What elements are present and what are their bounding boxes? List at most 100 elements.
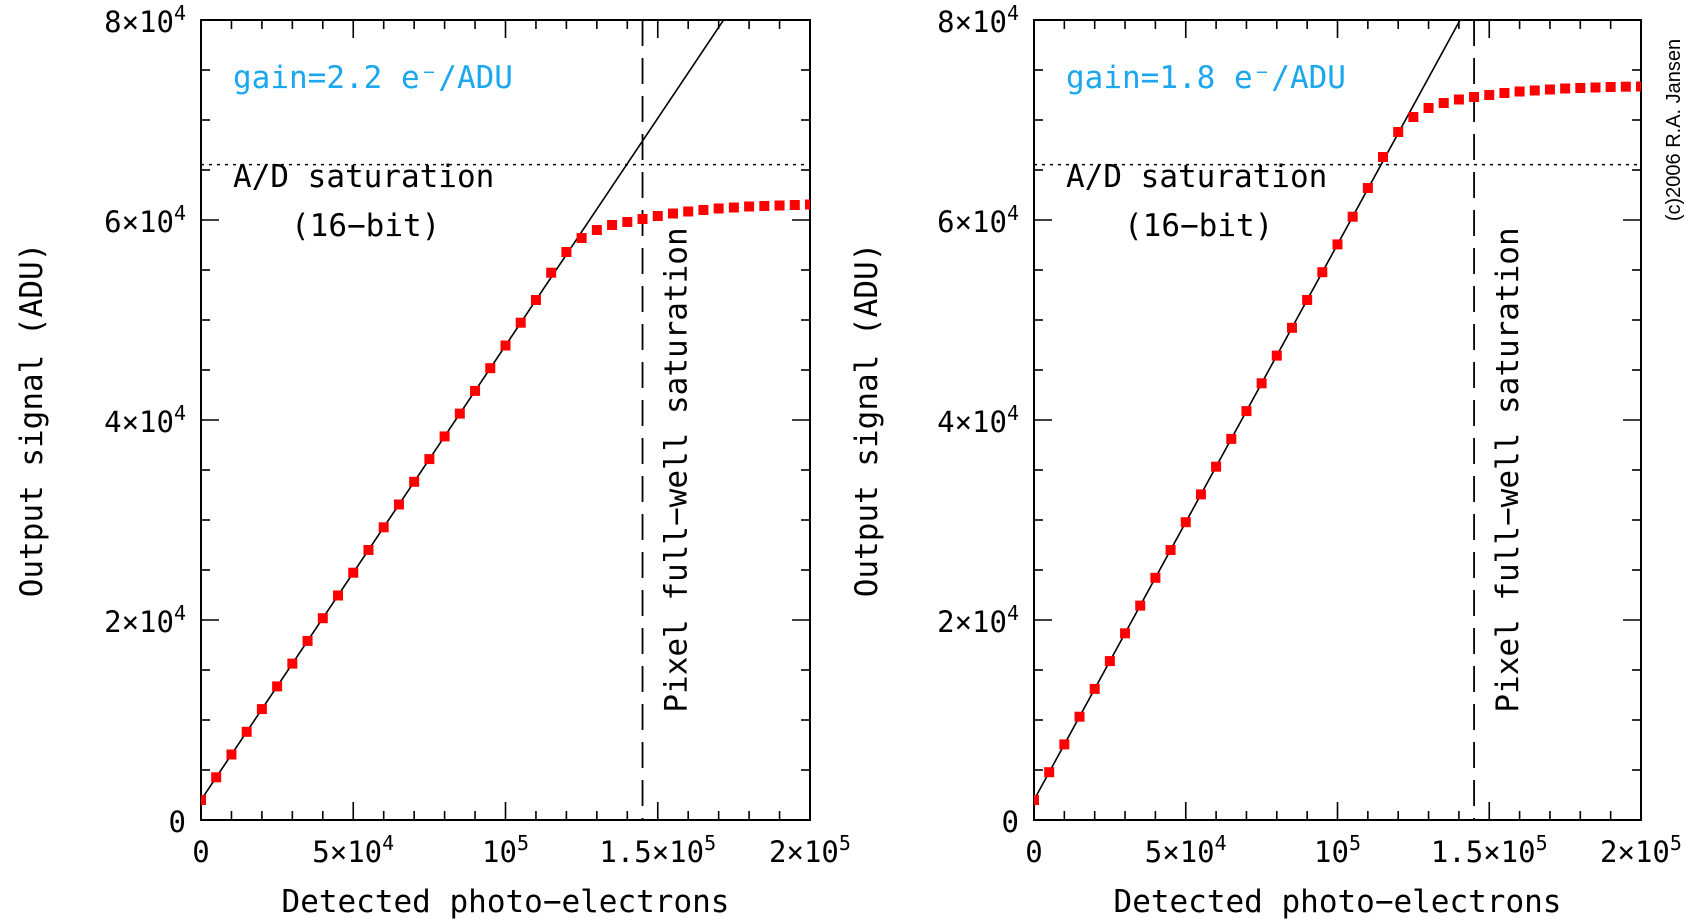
data-point [728,202,739,213]
data-point [363,545,374,555]
y-tick-label: 4×104 [937,401,1019,439]
data-point [1514,86,1525,97]
data-point [317,613,328,624]
data-point [561,247,572,257]
data-point [1211,461,1222,472]
data-point [348,567,359,578]
data-point [226,749,237,760]
data-point [1286,322,1297,333]
data-point [500,340,511,351]
data-point [637,214,648,224]
data-point [1453,94,1464,105]
data-point [1378,152,1389,162]
data-point [1271,350,1282,361]
y-tick-label: 2×104 [104,601,186,639]
data-point [759,201,770,211]
y-tick-label: 4×104 [104,401,186,439]
data-point [1120,628,1131,639]
y-tick-label: 0 [169,805,186,839]
x-tick-label: 0 [1025,835,1042,869]
data-point [424,454,435,465]
data-point [1165,545,1176,555]
gain-label: gain=1.8 e⁻/ADU [1066,60,1346,96]
ad-saturation-label: A/D saturation [233,159,494,195]
data-point [546,267,557,278]
data-point [1529,85,1540,96]
data-point [1135,600,1146,611]
data-point [1241,406,1252,417]
data-point [1034,795,1039,805]
data-point [201,795,206,805]
data-point [256,704,267,715]
data-point [1620,81,1631,92]
data-point [713,203,724,214]
data-point [1408,112,1419,122]
data-point [530,295,541,305]
data-point [1059,739,1070,750]
data-point [1074,711,1085,722]
x-axis-label: Detected photo−electrons [1114,884,1562,920]
data-point [1469,92,1480,102]
full-well-label: Pixel full−well saturation [1490,227,1526,712]
x-tick-label: 5×104 [312,831,394,869]
data-point [683,206,694,217]
ad-saturation-bits-label: (16−bit) [291,208,440,244]
data-point [622,217,633,227]
data-point [1104,656,1115,667]
data-point [1544,84,1555,95]
data-point [1590,82,1601,93]
data-point [1347,211,1358,222]
data-point [333,590,344,601]
data-point [1256,378,1267,389]
data-point [1317,267,1328,278]
data-point [1636,81,1641,92]
data-point [302,635,313,646]
data-point [1180,517,1191,528]
data-point [287,658,298,669]
chart-panel-2: 0 2×104 4×104 6×104 8×104 0 5×104 105 1.5×105 2×1… [849,1,1682,920]
data-point [1605,82,1616,92]
data-point [1423,103,1434,113]
data-point [1044,767,1055,778]
linear-response-line [201,20,725,801]
data-point [1438,98,1449,108]
x-axis-label: Detected photo−electrons [282,884,730,920]
x-tick-label: 2×105 [769,831,851,869]
plot-area [1034,20,1641,820]
x-tick-label: 0 [192,835,209,869]
x-tick-label: 5×104 [1145,831,1227,869]
plot-area [201,20,810,820]
y-tick-label: 2×104 [937,601,1019,639]
x-tick-label: 1.5×105 [599,831,716,869]
data-point [378,522,389,533]
data-point [652,211,663,221]
data-point [439,431,450,442]
data-point [774,200,785,211]
data-point [1362,183,1373,193]
data-point [409,476,420,487]
data-point [1332,239,1343,250]
data-point [698,205,709,215]
y-tick-label: 8×104 [937,1,1019,39]
data-point [454,408,465,419]
linear-response-line [1034,20,1461,801]
data-point [805,199,810,210]
data-point [1484,90,1495,100]
data-point [211,772,222,783]
data-point [241,726,252,737]
plot-frame [200,19,811,821]
data-point [1499,88,1510,98]
data-point [1226,433,1237,444]
data-point [470,385,481,396]
ad-saturation-label: A/D saturation [1066,159,1327,195]
data-point [1560,83,1571,94]
y-tick-label: 8×104 [104,1,186,39]
y-tick-label: 6×104 [104,201,186,239]
data-point [1195,489,1206,500]
data-point [667,208,678,219]
data-point [1150,572,1161,583]
data-point [576,233,587,243]
data-point [591,225,602,235]
y-tick-label: 6×104 [937,201,1019,239]
